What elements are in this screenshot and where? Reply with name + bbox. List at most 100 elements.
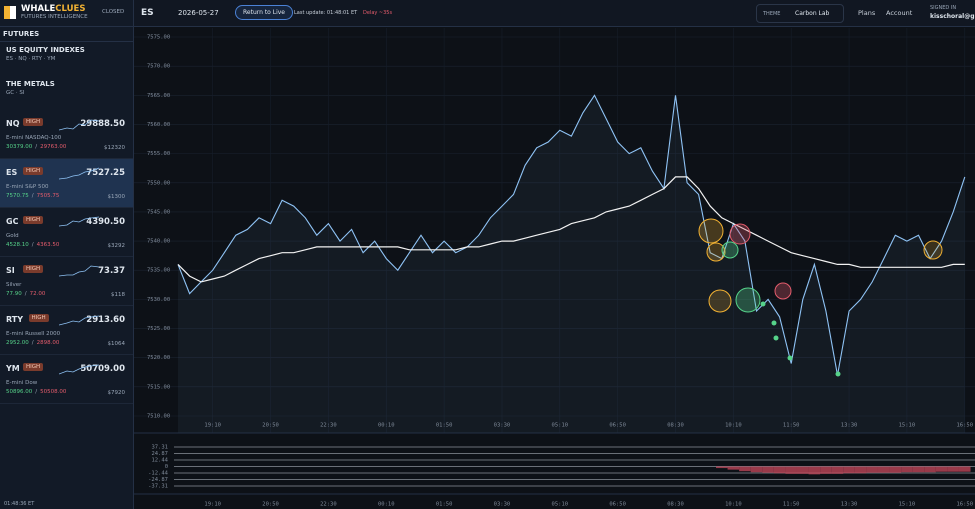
delta-bar (877, 466, 890, 473)
marker (760, 301, 766, 307)
marker (698, 218, 724, 244)
y-tick-label: 7555.00 (147, 151, 170, 157)
y-tick-label: 7550.00 (147, 180, 170, 186)
y2-tick-label: 24.87 (151, 451, 168, 457)
badge: HIGH (23, 167, 44, 175)
y-tick-label: 7565.00 (147, 93, 170, 99)
ticker-name: E-mini NASDAQ-100 (6, 135, 62, 141)
nav-link[interactable]: Account (886, 9, 913, 17)
separator: / (31, 340, 34, 346)
signed-in-label: SIGNED IN (930, 5, 957, 11)
high: 77.90 (6, 291, 22, 297)
x-tick-label: 19:10 (204, 502, 221, 508)
y-tick-label: 7520.00 (147, 355, 170, 361)
x-tick-label: 10:10 (725, 423, 742, 429)
x-tick-label: 08:30 (667, 423, 684, 429)
ticker[interactable]: RTY HIGH 2913.60 E-mini Russell 2000 2952.00… (0, 306, 133, 355)
marker (771, 320, 777, 326)
y-tick-label: 7570.00 (147, 64, 170, 70)
x-tick-label: 03:30 (494, 502, 511, 508)
delta-bar (796, 466, 809, 474)
date-picker[interactable]: 2026-05-27 (178, 9, 219, 17)
ticker-symbol: RTY (6, 315, 24, 324)
ticker-symbol: GC (6, 217, 19, 226)
delta-bar (912, 466, 925, 473)
y-tick-label: 7545.00 (147, 209, 170, 215)
marker (706, 242, 726, 262)
separator: / (35, 144, 38, 150)
return-live-button[interactable]: Return to Live (235, 5, 293, 20)
sparkline (59, 364, 100, 375)
badge: HIGH (23, 363, 44, 371)
ticker[interactable]: NQ HIGH 29888.50 E-mini NASDAQ-100 30379.00/… (0, 110, 133, 159)
delta-bar (727, 466, 740, 470)
delta-bar (716, 466, 728, 469)
low: 29763.00 (40, 144, 67, 150)
x-tick-label: 10:10 (725, 502, 742, 508)
x-tick-label: 00:10 (378, 502, 395, 508)
range: 77.90/72.00 (6, 291, 45, 297)
delta-bar (785, 466, 797, 474)
low: 4363.50 (36, 242, 60, 248)
sidebar: WHALECLUES FUTURES INTELLIGENCE CLOSED F… (0, 0, 134, 509)
marker (729, 223, 751, 245)
y2-tick-label: 12.44 (151, 457, 168, 463)
price-line (177, 94, 966, 376)
group[interactable]: US EQUITY INDEXES ES · NQ · RTY · YM (0, 42, 133, 76)
sparkline-path (59, 315, 100, 326)
margin: $7920 (107, 390, 126, 396)
ticker-symbol: SI (6, 266, 15, 275)
brand: WHALECLUES FUTURES INTELLIGENCE CLOSED (0, 0, 133, 27)
group[interactable]: THE METALS GC · SI (0, 76, 133, 110)
sparkline-path (59, 216, 100, 227)
brand-a: WHALE (21, 4, 56, 14)
marker (735, 287, 761, 313)
x-tick-label: 13:30 (841, 423, 858, 429)
x-tick-label: 06:50 (609, 423, 626, 429)
y2-tick-label: -24.87 (148, 477, 168, 483)
y-tick-label: 7540.00 (147, 239, 170, 245)
delta-bar (854, 466, 867, 474)
delay: Delay ~35s (363, 10, 393, 16)
groups: US EQUITY INDEXES ES · NQ · RTY · YM THE M… (0, 42, 133, 110)
ticker-symbol: ES (6, 168, 18, 177)
x-tick-label: 13:30 (841, 502, 858, 508)
theme-select[interactable]: THEME Carbon Lab (756, 4, 844, 23)
y2-tick-label: 37.31 (151, 445, 168, 451)
ticker[interactable]: ES HIGH 7527.25 E-mini S&P 500 7570.75/7505.… (0, 159, 133, 208)
sparkline-path (59, 167, 100, 180)
nav-link[interactable]: Plans (858, 9, 876, 17)
price-area (178, 95, 965, 434)
margin: $12320 (104, 145, 125, 151)
badge: HIGH (23, 265, 44, 273)
separator: / (31, 242, 34, 248)
x-tick-label: 22:30 (320, 423, 337, 429)
separator: / (31, 193, 34, 199)
high: 30379.00 (6, 144, 33, 150)
brand-name: WHALECLUES (21, 4, 85, 14)
group-title: THE METALS (6, 80, 55, 88)
vwap-line (177, 176, 965, 283)
ticker[interactable]: GC HIGH 4390.50 Gold 4528.10/4363.50 $3292 (0, 208, 133, 257)
high: 7570.75 (6, 193, 29, 199)
price: 7527.25 (86, 168, 125, 178)
delta-bar (866, 466, 878, 473)
delta-bar (739, 466, 751, 472)
x-tick-label: 06:50 (609, 502, 626, 508)
trade-markers (698, 218, 943, 377)
toolbar: ES 2026-05-27 Return to Live Last update… (134, 0, 975, 27)
brand-b: CLUES (55, 4, 86, 14)
ticker[interactable]: YM HIGH 50709.00 E-mini Dow 50896.00/50508.0… (0, 355, 133, 404)
low: 2898.00 (36, 340, 60, 346)
ticker-list: NQ HIGH 29888.50 E-mini NASDAQ-100 30379.00/… (0, 110, 133, 404)
price: 50709.00 (80, 364, 125, 374)
logo (4, 6, 16, 19)
delta-bar (831, 466, 844, 474)
x-tick-label: 11:50 (783, 502, 800, 508)
ticker[interactable]: SI HIGH 73.37 Silver 77.90/72.00 $118 (0, 257, 133, 306)
x-tick-label: 22:30 (320, 502, 337, 508)
x-tick-label: 16:50 (956, 502, 973, 508)
low: 72.00 (29, 291, 46, 297)
range: 2952.00/2898.00 (6, 340, 59, 346)
x-tick-label: 05:10 (552, 423, 569, 429)
